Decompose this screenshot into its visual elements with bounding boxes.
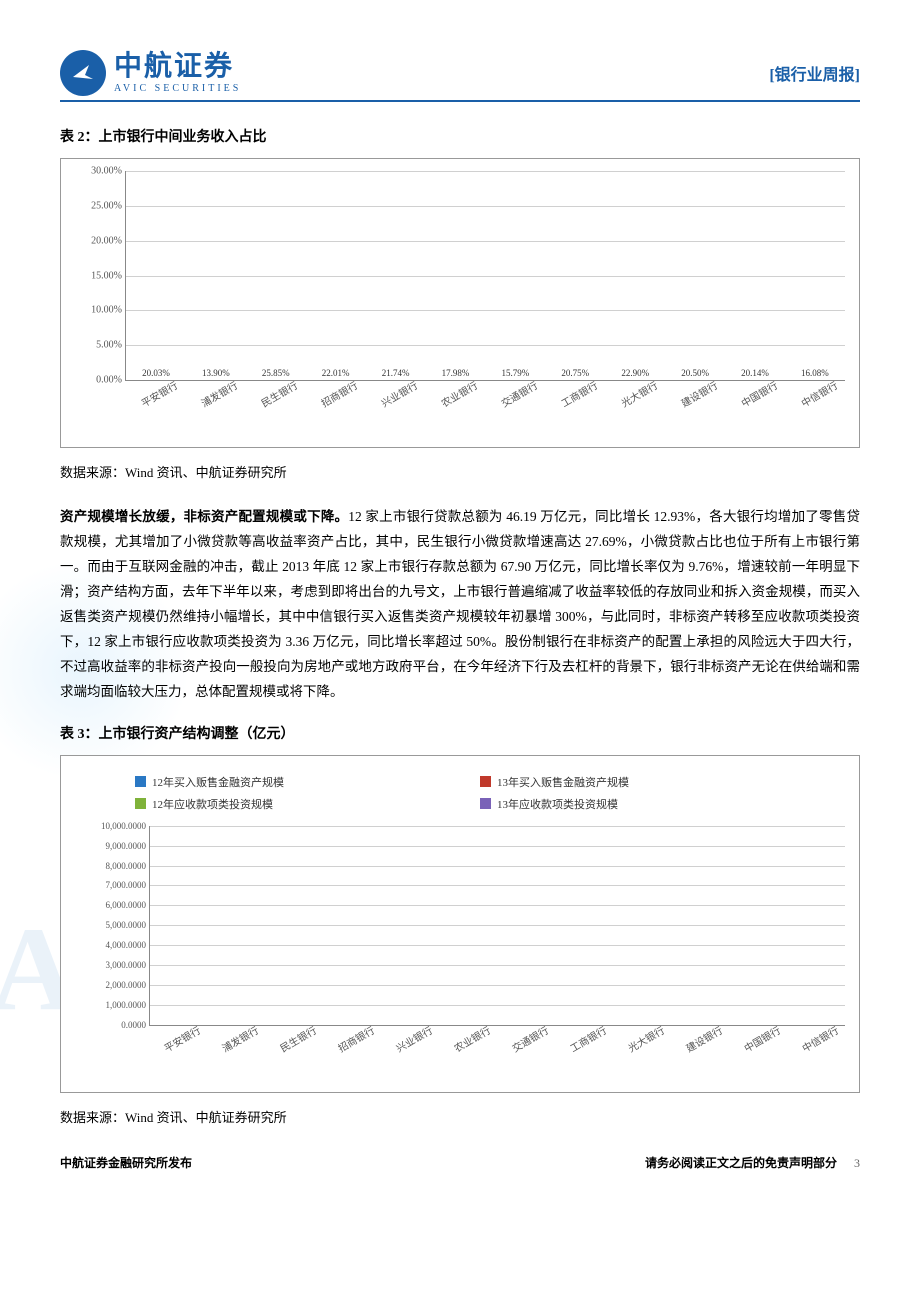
chart1-ytick: 10.00% — [74, 305, 122, 316]
chart1-ytick: 25.00% — [74, 200, 122, 211]
legend-item: 13年买入贩售金融资产规模 — [480, 774, 785, 790]
chart2-ytick: 1,000.0000 — [72, 1000, 146, 1010]
chart2-ytick: 8,000.0000 — [72, 861, 146, 871]
chart2-container: 12年买入贩售金融资产规模 13年买入贩售金融资产规模 12年应收款项类投资规模 13… — [60, 755, 860, 1093]
chart2-ytick: 5,000.0000 — [72, 920, 146, 930]
legend-item: 12年买入贩售金融资产规模 — [135, 774, 440, 790]
chart2-ytick: 2,000.0000 — [72, 980, 146, 990]
legend-label: 13年买入贩售金融资产规模 — [497, 774, 629, 790]
chart2-ytick: 6,000.0000 — [72, 900, 146, 910]
paragraph-lead: 资产规模增长放缓，非标资产配置规模或下降。 — [60, 509, 348, 524]
chart2-ytick: 7,000.0000 — [72, 880, 146, 890]
chart1-title: 表 2：上市银行中间业务收入占比 — [60, 126, 860, 146]
chart1-bar-value: 16.08% — [801, 368, 829, 378]
chart1-bar-value: 20.75% — [561, 368, 589, 378]
chart1-source: 数据来源：Wind 资讯、中航证券研究所 — [60, 462, 860, 481]
chart1-bar-value: 20.03% — [142, 368, 170, 378]
chart1-bar-value: 17.98% — [442, 368, 470, 378]
page-number: 3 — [854, 1156, 860, 1170]
legend-swatch — [480, 798, 491, 809]
chart1-ytick: 20.00% — [74, 235, 122, 246]
chart1: 0.00%5.00%10.00%15.00%20.00%25.00%30.00%… — [75, 171, 845, 441]
logo-text-en: AVIC SECURITIES — [114, 84, 241, 94]
logo-text-cn: 中航证券 — [114, 52, 241, 80]
chart1-ytick: 15.00% — [74, 270, 122, 281]
logo-icon — [60, 50, 106, 96]
chart1-bar-value: 13.90% — [202, 368, 230, 378]
chart1-ytick: 30.00% — [74, 166, 122, 177]
chart1-ytick: 0.00% — [74, 375, 122, 386]
footer-publisher: 中航证券金融研究所发布 — [60, 1154, 192, 1171]
page-header: 中航证券 AVIC SECURITIES [银行业周报] — [60, 50, 860, 102]
legend-swatch — [480, 776, 491, 787]
chart1-bar-value: 22.01% — [322, 368, 350, 378]
footer-disclaimer: 请务必阅读正文之后的免责声明部分 — [645, 1156, 837, 1170]
chart1-bar-value: 20.14% — [741, 368, 769, 378]
chart2-ytick: 3,000.0000 — [72, 960, 146, 970]
legend-label: 13年应收款项类投资规模 — [497, 796, 618, 812]
chart2-legend: 12年买入贩售金融资产规模 13年买入贩售金融资产规模 12年应收款项类投资规模 13… — [75, 768, 845, 826]
chart2: 0.0000 1,000.0000 2,000.0000 3,000.0000 4,00… — [75, 826, 845, 1086]
chart1-bar-value: 22.90% — [621, 368, 649, 378]
chart1-bar-value: 21.74% — [382, 368, 410, 378]
chart2-source: 数据来源：Wind 资讯、中航证券研究所 — [60, 1107, 860, 1126]
legend-label: 12年买入贩售金融资产规模 — [152, 774, 284, 790]
chart1-bar-value: 15.79% — [502, 368, 530, 378]
legend-item: 13年应收款项类投资规模 — [480, 796, 785, 812]
chart1-bar-value: 25.85% — [262, 368, 290, 378]
report-category: [银行业周报] — [769, 61, 860, 85]
legend-label: 12年应收款项类投资规模 — [152, 796, 273, 812]
chart1-bar-value: 20.50% — [681, 368, 709, 378]
legend-swatch — [135, 776, 146, 787]
chart2-ytick: 0.0000 — [72, 1020, 146, 1030]
chart1-ytick: 5.00% — [74, 340, 122, 351]
legend-swatch — [135, 798, 146, 809]
chart2-ytick: 4,000.0000 — [72, 940, 146, 950]
legend-item: 12年应收款项类投资规模 — [135, 796, 440, 812]
chart1-container: 0.00% 5.00% 10.00% 15.00% 20.00% 25.00% 30.00%… — [60, 158, 860, 448]
chart2-title: 表 3：上市银行资产结构调整（亿元） — [60, 723, 860, 743]
chart2-ytick: 10,000.0000 — [72, 821, 146, 831]
logo: 中航证券 AVIC SECURITIES — [60, 50, 241, 96]
body-paragraph: 资产规模增长放缓，非标资产配置规模或下降。12 家上市银行贷款总额为 46.19… — [60, 505, 860, 705]
chart2-ytick: 9,000.0000 — [72, 841, 146, 851]
page-footer: 中航证券金融研究所发布 请务必阅读正文之后的免责声明部分 3 — [60, 1154, 860, 1171]
